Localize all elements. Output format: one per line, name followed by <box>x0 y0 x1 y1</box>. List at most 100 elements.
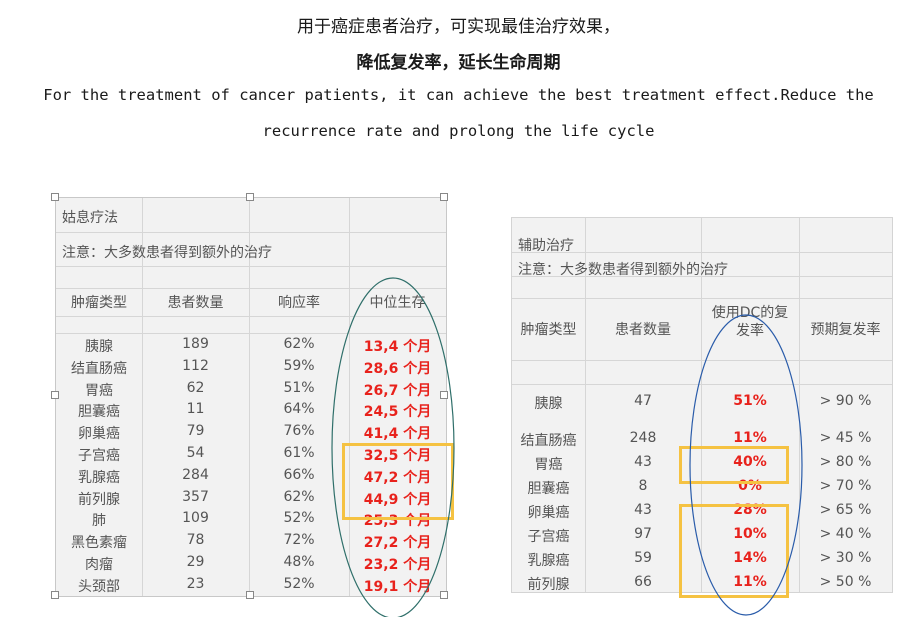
table-cell: 29 <box>186 554 205 570</box>
table-cell: 59 <box>634 550 652 566</box>
table-cell: 胰腺 <box>534 396 563 412</box>
table-cell: 78 <box>186 532 205 549</box>
table-cell: 前列腺 <box>527 577 570 593</box>
highlight-box <box>679 504 789 598</box>
table-cell: 62% <box>283 488 315 505</box>
table-cell: 248 <box>629 430 657 446</box>
table-cell: 肺 <box>92 513 106 530</box>
table-cell: 61% <box>283 445 315 461</box>
table-cell: 胆囊癌 <box>78 404 120 421</box>
grid-line <box>56 266 446 267</box>
grid-line <box>512 276 892 277</box>
table-cell: > 80 % <box>819 454 872 470</box>
table-cell: 胃癌 <box>534 457 563 473</box>
table-cell: > 70 % <box>819 478 872 494</box>
table-cell: 27,2 个月 <box>363 535 432 552</box>
table-cell: 13,4 个月 <box>363 339 432 355</box>
resize-handle[interactable] <box>51 193 59 201</box>
table-cell: 19,1 个月 <box>363 578 432 595</box>
table-cell: 44,9 个月 <box>363 491 432 508</box>
highlight-box <box>679 446 789 484</box>
grid-line <box>512 252 892 253</box>
grid-line <box>56 316 446 317</box>
resize-handle[interactable] <box>246 591 254 599</box>
headline-chinese-line1: 用于癌症患者治疗，可实现最佳治疗效果， <box>297 17 620 37</box>
grid-line <box>56 232 446 233</box>
table-cell: 79 <box>186 423 205 440</box>
table-cell: 8 <box>638 478 648 494</box>
table-cell: 189 <box>182 336 209 352</box>
table-title: 姑息疗法 <box>62 210 118 226</box>
table-cell: 前列腺 <box>78 491 120 508</box>
table-cell: 24,5 个月 <box>363 404 432 421</box>
table-cell: 乳腺癌 <box>78 469 120 486</box>
table-cell: 47 <box>634 393 652 409</box>
headline-chinese-line2: 降低复发率，延长生命周期 <box>356 53 561 73</box>
table-cell: 62% <box>283 336 315 352</box>
column-header-response-rate: 响应率 <box>278 295 320 311</box>
table-cell: 子宫癌 <box>527 529 570 545</box>
table-cell: 43 <box>634 502 652 518</box>
table-cell: > 90 % <box>819 393 872 409</box>
table-cell: 14% <box>733 550 767 566</box>
resize-handle[interactable] <box>51 591 59 599</box>
resize-handle[interactable] <box>51 391 59 399</box>
table-cell: 66% <box>283 466 315 483</box>
table-cell: 43 <box>634 454 652 470</box>
resize-handle[interactable] <box>440 591 448 599</box>
table-cell: 52% <box>283 575 315 592</box>
column-header-median-survival: 中位生存 <box>369 295 426 311</box>
table-cell: 109 <box>182 510 209 527</box>
table-cell: 23,2 个月 <box>363 557 432 573</box>
table-note: 注意：大多数患者得到额外的治疗 <box>518 262 728 278</box>
table-cell: > 40 % <box>819 526 872 542</box>
column-header-tumor-type: 肿瘤类型 <box>71 295 127 311</box>
table-cell: 11% <box>733 430 767 446</box>
headline-english-line2: recurrence rate and prolong the life cyc… <box>262 122 655 140</box>
grid-line <box>512 298 892 299</box>
table-cell: > 45 % <box>819 430 872 446</box>
grid-line <box>799 218 800 592</box>
resize-handle[interactable] <box>440 391 448 399</box>
resize-handle[interactable] <box>246 193 254 201</box>
table-cell: 76% <box>283 423 315 440</box>
table-cell: 64% <box>283 401 315 418</box>
table-cell: 26,7 个月 <box>363 382 432 399</box>
table-cell: 51% <box>733 393 767 409</box>
grid-line <box>512 360 892 361</box>
grid-line <box>56 333 446 334</box>
recurrence-ellipse <box>689 314 803 616</box>
table-cell: > 50 % <box>819 574 872 590</box>
table-cell: 肉瘤 <box>85 557 113 573</box>
column-header-patient-count: 患者数量 <box>615 322 671 338</box>
grid-line <box>56 288 446 289</box>
column-header-expected-recurrence: 预期复发率 <box>810 322 881 338</box>
table-cell: 32,5 个月 <box>363 448 432 464</box>
table-cell: 72% <box>283 532 315 549</box>
table-title: 辅助治疗 <box>518 238 574 254</box>
table-cell: 59% <box>283 357 315 374</box>
table-cell: 66 <box>634 574 652 590</box>
headline-english-line1: For the treatment of cancer patients, it… <box>43 86 874 104</box>
table-cell: 10% <box>733 526 767 542</box>
table-cell: 乳腺癌 <box>527 553 570 569</box>
column-header-dc-recurrence-line1: 使用DC的复 <box>711 305 789 321</box>
table-cell: 97 <box>634 526 652 542</box>
table-cell: 41,4 个月 <box>363 426 432 443</box>
table-cell: 284 <box>182 466 209 483</box>
palliative-table[interactable]: 姑息疗法 注意：大多数患者得到额外的治疗 肿瘤类型 患者数量 响应率 中位生存 … <box>55 197 447 597</box>
adjuvant-table[interactable]: 辅助治疗 注意：大多数患者得到额外的治疗 肿瘤类型 患者数量 使用DC的复 发率… <box>511 217 893 593</box>
table-cell: 11% <box>733 574 767 590</box>
table-cell: 47,2 个月 <box>363 469 432 486</box>
table-cell: 子宫癌 <box>78 448 120 464</box>
resize-handle[interactable] <box>440 193 448 201</box>
table-cell: 结直肠癌 <box>520 433 577 449</box>
survival-ellipse <box>331 277 455 617</box>
grid-line <box>512 384 892 385</box>
table-cell: 23 <box>186 575 205 592</box>
table-cell: 52% <box>283 510 315 527</box>
table-cell: 胃癌 <box>85 382 113 399</box>
table-cell: 51% <box>283 379 315 396</box>
table-cell: 28,6 个月 <box>363 360 432 377</box>
